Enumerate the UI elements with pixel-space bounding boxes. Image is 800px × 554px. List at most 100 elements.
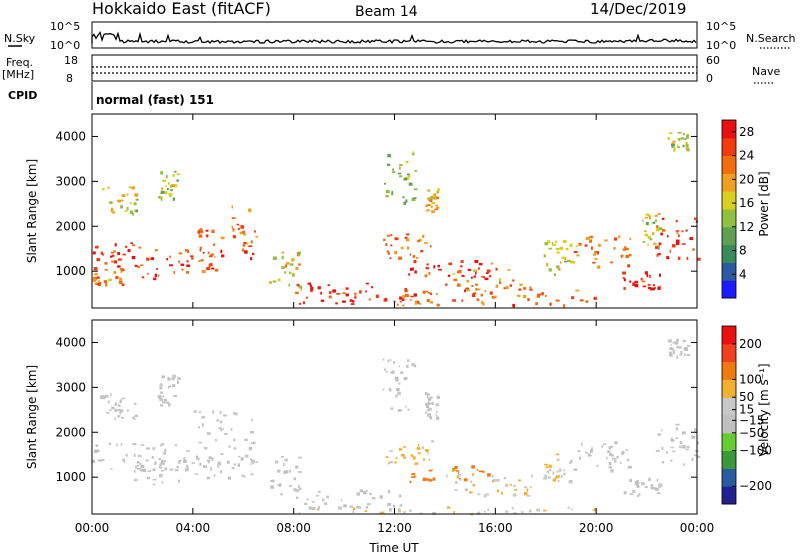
power-y-tick-label: 4000: [55, 129, 86, 143]
power-data-region: [137, 246, 194, 281]
velocity-y-tick-label: 2000: [55, 425, 86, 439]
power-colorbar-swatch: [722, 280, 736, 299]
velocity-colorbar-swatch: [722, 415, 736, 434]
freq-units: [MHz]: [2, 68, 34, 81]
power-colorbar-swatch: [722, 155, 736, 174]
noise-right-label: N.Search: [746, 32, 796, 45]
velocity-colorbar-swatch: [722, 432, 736, 452]
power-colorbar-swatch: [722, 137, 736, 157]
x-tick-label: 00:00: [680, 521, 715, 535]
power-data-region: [92, 242, 138, 268]
beam-title: Beam 14: [355, 4, 418, 20]
power-data-region: [383, 233, 432, 260]
velocity-data-region: [543, 453, 573, 484]
velocity-data-region: [193, 410, 258, 480]
velocity-data-region: [623, 477, 663, 497]
velocity-data-region: [298, 506, 596, 516]
velocity-colorbar-swatch: [722, 468, 736, 487]
noise-left-tick-top: 10^5: [50, 20, 80, 33]
velocity-data-region: [92, 442, 190, 472]
power-data-region: [622, 271, 661, 291]
velocity-data-region: [382, 358, 417, 412]
freq-panel: Freq. [MHz] 18 8 60 0 Nave: [2, 54, 780, 85]
power-colorbar-swatch: [722, 120, 736, 139]
power-colorbar-label: Power [dB]: [757, 171, 771, 236]
power-y-tick-label: 3000: [55, 174, 86, 188]
nave-tick-top: 60: [706, 54, 720, 67]
freq-tick-top: 18: [64, 54, 78, 67]
power-colorbar-swatch: [722, 209, 736, 228]
power-data-region: [384, 151, 418, 205]
velocity-colorbar-tick: −50: [739, 426, 764, 440]
date-title: 14/Dec/2019: [590, 0, 686, 18]
velocity-colorbar-label: Velocity [m s⁻¹]: [757, 363, 771, 456]
power-colorbar-tick: 8: [739, 244, 747, 258]
velocity-data-region: [385, 440, 435, 465]
velocity-data-region: [133, 461, 196, 486]
velocity-y-tick-label: 3000: [55, 380, 86, 394]
power-data-region: [543, 239, 574, 276]
power-colorbar-swatch: [722, 191, 736, 210]
power-data-marks: [92, 132, 701, 308]
power-data-region: [408, 260, 494, 281]
velocity-y-tick-label: 4000: [55, 335, 86, 349]
velocity-colorbar-swatch: [722, 397, 736, 416]
velocity-panel: 1000 2000 3000 4000 00:00 04:00 08:00 12:00 16:0…: [25, 319, 714, 554]
velocity-data-region: [296, 489, 403, 510]
power-data-region: [655, 217, 701, 261]
power-colorbar-swatch: [722, 226, 736, 246]
velocity-colorbar-swatch: [722, 450, 736, 469]
velocity-colorbar-swatch: [722, 361, 736, 380]
freq-label: Freq.: [6, 56, 33, 69]
velocity-data-region: [157, 374, 181, 407]
x-tick-label: 16:00: [478, 521, 513, 535]
velocity-data-region: [270, 455, 302, 496]
noise-right-tick-bottom: 10^0: [706, 39, 736, 52]
velocity-colorbar-tick: 15: [739, 403, 754, 417]
power-data-region: [425, 188, 441, 214]
power-y-label: Slant Range [km]: [25, 159, 39, 263]
x-axis-label: Time UT: [368, 541, 419, 554]
power-data-region: [571, 235, 632, 269]
noise-right-tick-top: 10^5: [706, 20, 736, 33]
velocity-data-region: [655, 423, 701, 466]
power-data-region: [197, 228, 225, 274]
power-data-region: [158, 170, 180, 201]
power-colorbar-tick: 16: [739, 196, 754, 210]
power-y-tick-label: 1000: [55, 264, 86, 278]
velocity-data-region: [573, 441, 632, 473]
power-data-region: [92, 267, 125, 287]
velocity-colorbar-tick: −200: [739, 479, 772, 493]
velocity-y-tick-label: 1000: [55, 470, 86, 484]
velocity-colorbar-tick: 200: [739, 337, 762, 351]
noise-left-tick-bottom: 10^0: [50, 39, 80, 52]
nave-tick-bottom: 0: [706, 72, 713, 85]
power-data-region: [445, 267, 533, 292]
x-tick-label: 20:00: [579, 521, 614, 535]
power-colorbar-tick: 20: [739, 172, 754, 186]
velocity-colorbar-tick: 100: [739, 372, 762, 386]
velocity-data-region: [424, 392, 440, 420]
power-colorbar-tick: 4: [739, 267, 747, 281]
power-data-region: [295, 282, 409, 305]
power-data-region: [667, 132, 690, 152]
power-colorbar-swatch: [722, 262, 736, 281]
velocity-colorbar-tick: 50: [739, 390, 754, 404]
power-colorbar-swatch: [722, 173, 736, 192]
cpid-mode: normal (fast) 151: [96, 93, 214, 107]
velocity-y-label: Slant Range [km]: [25, 365, 39, 469]
power-y-tick-label: 2000: [55, 219, 86, 233]
power-data-region: [102, 186, 139, 216]
noise-left-label: N.Sky: [4, 32, 36, 45]
velocity-colorbar-swatch: [722, 343, 736, 363]
velocity-axes: 1000 2000 3000 4000 00:00 04:00 08:00 12:00 16:0…: [55, 320, 714, 535]
power-colorbar-tick: 12: [739, 220, 754, 234]
power-data-region: [231, 205, 258, 261]
power-colorbar-tick: 28: [739, 125, 754, 139]
x-tick-label: 00:00: [75, 521, 110, 535]
nave-label: Nave: [752, 65, 780, 78]
cpid-panel: CPID normal (fast) 151: [8, 82, 214, 110]
noise-panel: N.Sky 10^5 10^0 10^5 10^0 N.Search: [4, 20, 796, 52]
power-axes: 1000 2000 3000 4000: [55, 114, 698, 308]
